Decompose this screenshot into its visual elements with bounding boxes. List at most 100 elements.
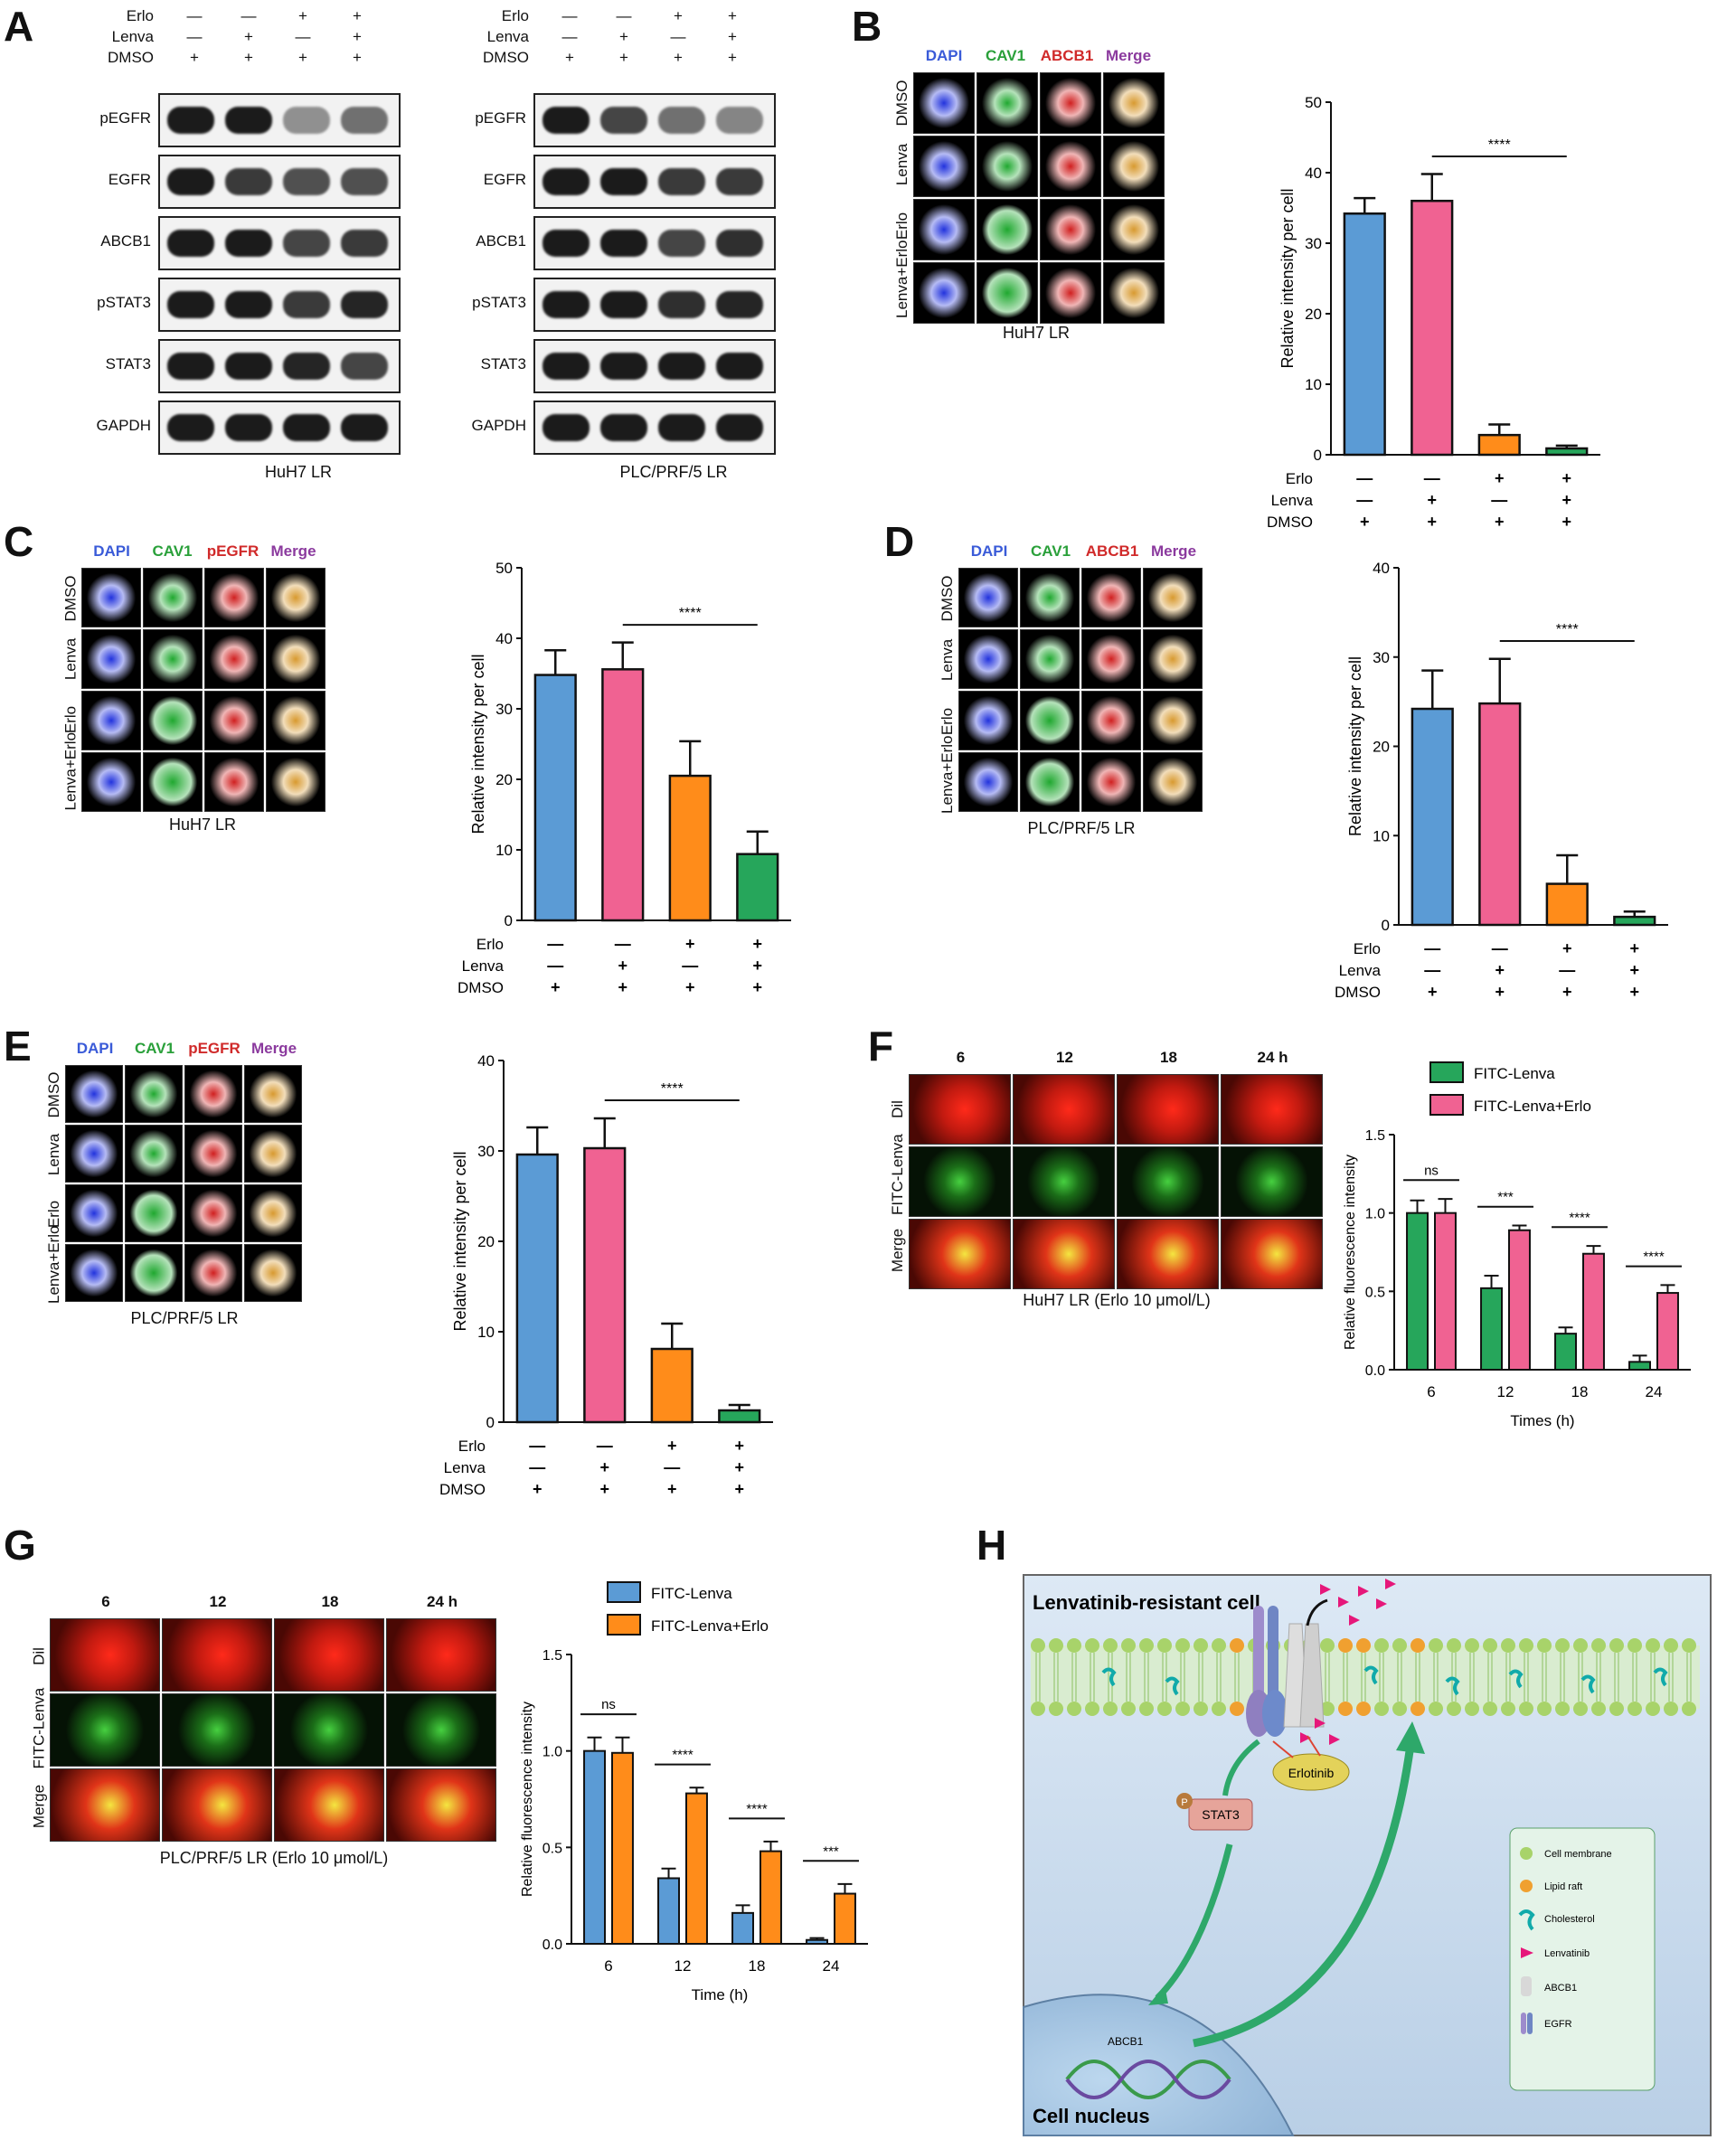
condition-sign: — xyxy=(1424,939,1440,957)
blot-label: ABCB1 xyxy=(476,232,526,250)
y-tick-label: 10 xyxy=(1305,376,1322,393)
blot-label: STAT3 xyxy=(480,355,526,372)
panel-letter-h: H xyxy=(976,1522,1007,1569)
micrograph-tile xyxy=(244,1184,302,1242)
blot-strip xyxy=(533,93,776,147)
y-tick-label: 1.0 xyxy=(542,1745,562,1760)
micrograph-tile xyxy=(125,1125,183,1183)
bar-lenva xyxy=(583,1146,627,1424)
blot-band xyxy=(658,414,705,441)
condition-sign: — xyxy=(1492,939,1508,957)
h-legend xyxy=(1509,1827,1656,2091)
chart-g: 0.0 0.5 1.0 1.5 Relative fluorescence intens… xyxy=(520,1581,868,2003)
condition-label: Erlo xyxy=(1286,470,1313,487)
lipid-head xyxy=(1501,1702,1515,1716)
channel-label: DAPI xyxy=(93,542,130,560)
micrograph-tile xyxy=(266,691,326,750)
lipid-head xyxy=(1646,1638,1660,1653)
micrograph-tile xyxy=(162,1693,272,1767)
blot-strip xyxy=(158,278,401,332)
blot-label: STAT3 xyxy=(105,355,151,372)
blot-condition-sign: + xyxy=(619,49,628,66)
lipid-head xyxy=(1429,1702,1443,1716)
channel-label: 24 h xyxy=(426,1593,458,1610)
condition-sign: + xyxy=(533,1480,542,1498)
cholesterol xyxy=(1363,1665,1379,1685)
blot-condition-sign: — xyxy=(186,28,203,45)
condition-sign: — xyxy=(1356,469,1373,487)
condition-sign: + xyxy=(1562,939,1572,957)
micrograph-tile xyxy=(143,629,203,689)
blot-condition-sign: + xyxy=(728,49,737,66)
micrograph-tile xyxy=(1020,752,1080,812)
condition-sign: + xyxy=(1495,961,1505,979)
row-label: Lenva xyxy=(45,1133,62,1176)
blot-caption: HuH7 LR xyxy=(264,463,333,481)
row-label: Dil xyxy=(30,1646,47,1665)
lipid-head xyxy=(1049,1702,1063,1716)
y-tick-label: 40 xyxy=(477,1052,495,1070)
y-tick-label: 0 xyxy=(1382,917,1390,934)
condition-label: Erlo xyxy=(458,1438,486,1455)
erlotinib-label: Erlotinib xyxy=(1288,1766,1335,1780)
row-label: FITC-Lenva xyxy=(30,1687,47,1768)
x-tick-label: 12 xyxy=(1497,1383,1514,1400)
micrograph-tile xyxy=(386,1618,496,1692)
condition-sign: + xyxy=(551,978,561,996)
micrograph-tile xyxy=(65,1244,123,1302)
condition-sign: + xyxy=(1561,513,1571,531)
cholesterol xyxy=(1445,1676,1460,1696)
micrograph-tile xyxy=(958,752,1018,812)
blot-condition-sign: + xyxy=(728,28,737,45)
micrograph-tile xyxy=(125,1184,183,1242)
micrograph-tile xyxy=(1040,72,1101,134)
lipid-head xyxy=(1139,1638,1154,1653)
micrograph-tile xyxy=(244,1244,302,1302)
blot-label: GAPDH xyxy=(96,417,151,434)
blot-label: ABCB1 xyxy=(100,232,151,250)
blot-condition-sign: + xyxy=(565,49,574,66)
condition-sign: + xyxy=(752,935,762,953)
blot-band xyxy=(225,168,272,195)
channel-label: 6 xyxy=(101,1593,110,1610)
bar-lenva-erlo xyxy=(1613,915,1656,927)
bar-lenva-erlo xyxy=(1545,447,1589,457)
y-tick-label: 20 xyxy=(477,1233,495,1250)
chart-c: 0 10 20 30 40 50 Relative intensity per cell **… xyxy=(458,560,791,996)
lenvatinib-molecules xyxy=(1300,1579,1396,1745)
micrograph-tile xyxy=(1221,1074,1323,1145)
blot-band xyxy=(283,291,330,318)
micrograph-tile xyxy=(386,1693,496,1767)
blot-band xyxy=(542,168,590,195)
lipid-head xyxy=(1410,1702,1425,1716)
blot-band xyxy=(716,107,763,134)
x-tick-label: 6 xyxy=(604,1957,612,1975)
condition-sign: + xyxy=(618,978,627,996)
y-tick-label: 10 xyxy=(495,842,513,859)
blot-condition-sign: + xyxy=(244,49,253,66)
lipid-head xyxy=(1212,1638,1226,1653)
condition-sign: + xyxy=(1495,983,1505,1001)
bar xyxy=(1480,1287,1503,1371)
micrograph-caption: PLC/PRF/5 LR xyxy=(130,1309,239,1327)
blot-band xyxy=(542,414,590,441)
y-tick-label: 30 xyxy=(1373,649,1390,666)
cholesterol xyxy=(1165,1676,1180,1696)
micrograph-tile xyxy=(913,72,975,134)
lipid-head xyxy=(1555,1638,1570,1653)
condition-sign: + xyxy=(599,1480,609,1498)
legend-cholesterol: Cholesterol xyxy=(1544,1914,1595,1925)
micrograph-tile xyxy=(386,1768,496,1842)
y-tick-label: 20 xyxy=(495,771,513,788)
blot-label: EGFR xyxy=(483,171,526,188)
legend-abcb1: ABCB1 xyxy=(1544,1983,1577,1994)
lipid-head xyxy=(1646,1702,1660,1716)
condition-sign: — xyxy=(547,957,563,975)
micrograph-tile xyxy=(184,1184,242,1242)
lipid-head xyxy=(1591,1702,1606,1716)
lipid-head xyxy=(1230,1638,1244,1653)
lipid-head xyxy=(1338,1702,1353,1716)
blot-band xyxy=(225,291,272,318)
panel-letter-c: C xyxy=(4,518,34,565)
blot-band xyxy=(167,414,214,441)
